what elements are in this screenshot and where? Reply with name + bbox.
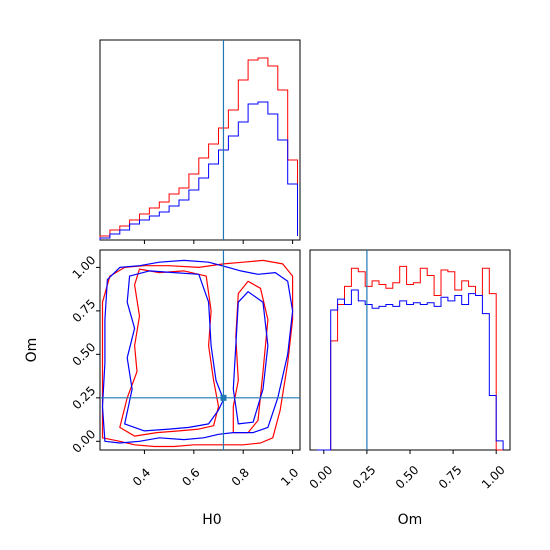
h0-marginal-frame — [99, 39, 301, 241]
joint-truth-marker — [220, 394, 227, 401]
contour-series-0-path-0 — [101, 259, 294, 448]
contour-series-1-path-2 — [232, 291, 269, 425]
om-hist-series-1 — [316, 289, 504, 451]
h0-axis-label: H0 — [202, 512, 221, 528]
om-axis-label: Om — [24, 338, 40, 363]
joint-contour-frame — [99, 249, 301, 451]
contour-series-0-path-1 — [119, 268, 220, 437]
om-hist-series-0 — [316, 265, 504, 451]
contour-series-0-path-2 — [232, 280, 269, 434]
contour-series-1-path-0 — [101, 259, 294, 444]
om-marginal-axis-label: Om — [398, 512, 423, 528]
contour-series-1-path-1 — [124, 270, 225, 432]
h0-hist-series-0 — [99, 57, 298, 240]
h0-hist-series-1 — [99, 101, 298, 240]
h0-marginal-panel — [99, 39, 301, 244]
h0-marginal-marks — [99, 40, 298, 244]
